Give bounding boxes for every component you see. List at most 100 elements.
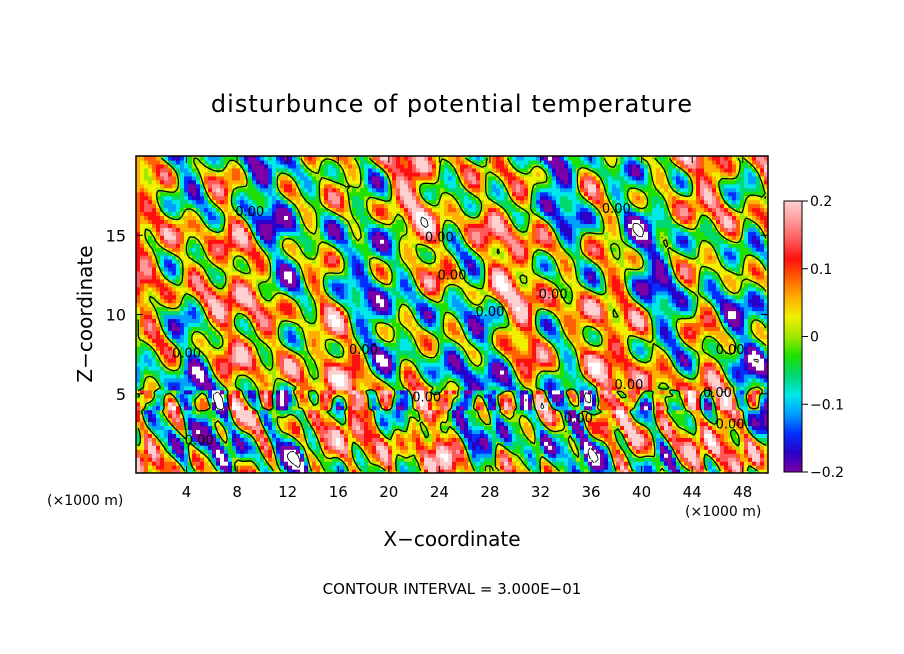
heatmap-cell	[340, 449, 345, 454]
heatmap-cell	[260, 377, 265, 383]
heatmap-cell	[528, 469, 533, 473]
heatmap-cell	[740, 397, 745, 403]
heatmap-cell	[536, 433, 541, 438]
heatmap-cell	[568, 354, 573, 359]
heatmap-cell	[476, 373, 481, 379]
heatmap-cell	[280, 441, 285, 446]
heatmap-cell	[220, 417, 225, 423]
heatmap-cell	[636, 457, 641, 462]
heatmap-cell	[496, 373, 501, 379]
heatmap-cell	[384, 350, 389, 355]
heatmap-cell	[144, 405, 149, 411]
heatmap-cell	[468, 429, 473, 434]
heatmap-cell	[160, 465, 165, 470]
heatmap-cell	[484, 369, 489, 375]
heatmap-cell	[512, 385, 517, 391]
heatmap-cell	[172, 350, 177, 355]
heatmap-cell	[472, 449, 477, 454]
heatmap-cell	[412, 469, 417, 473]
heatmap-cell	[388, 350, 393, 355]
heatmap-cell	[580, 457, 585, 462]
heatmap-cell	[500, 381, 505, 387]
heatmap-cell	[692, 373, 697, 379]
heatmap-cell	[248, 437, 253, 442]
heatmap-cell	[652, 425, 657, 431]
heatmap-cell	[388, 369, 393, 375]
heatmap-cell	[676, 437, 681, 442]
heatmap-cell	[316, 453, 321, 458]
heatmap-cell	[140, 405, 145, 411]
heatmap-cell	[556, 401, 561, 407]
heatmap-cell	[428, 461, 433, 466]
heatmap-cell	[352, 449, 357, 454]
heatmap-cell	[300, 385, 305, 391]
heatmap-cell	[220, 409, 225, 415]
heatmap-cell	[244, 405, 249, 411]
heatmap-cell	[492, 354, 497, 359]
heatmap-cell	[500, 429, 505, 434]
heatmap-cell	[696, 381, 701, 387]
heatmap-cell	[228, 385, 233, 391]
heatmap-cell	[580, 421, 585, 427]
heatmap-cell	[392, 421, 397, 427]
heatmap-cell	[420, 417, 425, 423]
heatmap-cell	[560, 429, 565, 434]
heatmap-cell	[640, 457, 645, 462]
heatmap-cell	[604, 461, 609, 466]
heatmap-cell	[204, 445, 209, 450]
heatmap-cell	[388, 425, 393, 431]
heatmap-cell	[704, 377, 709, 383]
heatmap-cell	[644, 369, 649, 375]
heatmap-cell	[152, 381, 157, 387]
heatmap-cell	[752, 362, 757, 367]
heatmap-cell	[744, 449, 749, 454]
heatmap-cell	[220, 358, 225, 363]
heatmap-cell	[220, 405, 225, 411]
heatmap-cell	[472, 369, 477, 375]
heatmap-cell	[260, 433, 265, 438]
heatmap-cell	[300, 389, 305, 395]
heatmap-cell	[176, 354, 181, 359]
heatmap-cell	[352, 397, 357, 403]
heatmap-cell	[244, 469, 249, 473]
heatmap-cell	[684, 350, 689, 355]
heatmap-cell	[388, 389, 393, 395]
heatmap-cell	[672, 385, 677, 391]
heatmap-cell	[576, 429, 581, 434]
heatmap-cell	[680, 437, 685, 442]
heatmap-cell	[740, 409, 745, 415]
heatmap-cell	[548, 377, 553, 383]
heatmap-cell	[268, 369, 273, 375]
heatmap-cell	[688, 457, 693, 462]
heatmap-cell	[448, 441, 453, 446]
heatmap-cell	[332, 393, 337, 399]
heatmap-cell	[308, 377, 313, 383]
heatmap-cell	[452, 413, 457, 419]
heatmap-cell	[728, 441, 733, 446]
heatmap-cell	[460, 409, 465, 415]
heatmap-cell	[244, 425, 249, 431]
heatmap-cell	[500, 445, 505, 450]
heatmap-cell	[760, 413, 765, 419]
heatmap-cell	[696, 453, 701, 458]
heatmap-cell	[392, 437, 397, 442]
heatmap-cell	[528, 433, 533, 438]
heatmap-cell	[312, 401, 317, 407]
heatmap-cell	[500, 385, 505, 391]
heatmap-cell	[556, 362, 561, 367]
heatmap-cell	[488, 377, 493, 383]
heatmap-cell	[580, 373, 585, 379]
heatmap-cell	[188, 449, 193, 454]
heatmap-cell	[156, 469, 161, 473]
heatmap-cell	[624, 358, 629, 363]
heatmap-cell	[396, 465, 401, 470]
heatmap-cell	[416, 377, 421, 383]
heatmap-cell	[628, 417, 633, 423]
heatmap-cell	[668, 465, 673, 470]
heatmap-cell	[368, 409, 373, 415]
heatmap-cell	[608, 350, 613, 355]
heatmap-cell	[180, 461, 185, 466]
heatmap-cell	[508, 441, 513, 446]
heatmap-cell	[764, 425, 768, 431]
heatmap-cell	[160, 469, 165, 473]
